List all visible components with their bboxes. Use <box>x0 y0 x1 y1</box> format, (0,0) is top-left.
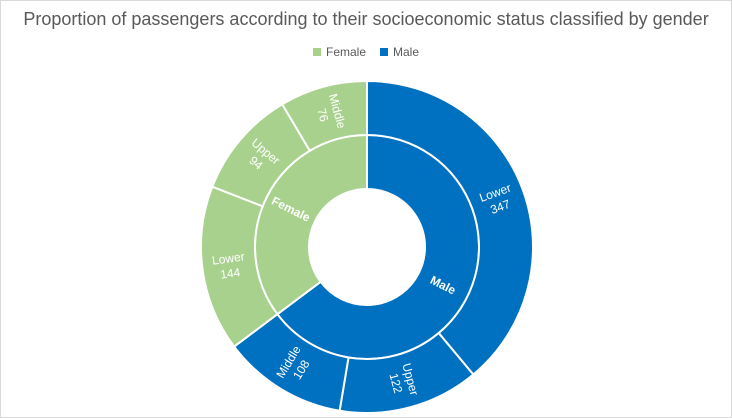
legend-item-female: Female <box>312 45 366 59</box>
segment-label-line: Lower <box>211 249 245 267</box>
outer-label-female-lower: Lower144 <box>211 249 247 282</box>
segment-label-line: 144 <box>219 265 241 282</box>
outer-segment-female-middle <box>280 79 368 153</box>
legend-label-female: Female <box>325 45 366 59</box>
outer-label-male-upper: Upper122 <box>385 362 422 401</box>
legend-item-male: Male <box>380 45 419 59</box>
legend-swatch-male <box>380 48 388 56</box>
segment-label-line: 347 <box>489 197 513 217</box>
chart-title: Proportion of passengers according to th… <box>23 9 709 29</box>
outer-segment-male-lower <box>366 79 534 376</box>
legend: Female Male <box>1 45 731 59</box>
segment-label-line: 76 <box>314 107 331 124</box>
legend-label-male: Male <box>393 45 420 59</box>
legend-swatch-female <box>312 48 321 56</box>
segment-label-line: 122 <box>387 372 406 395</box>
